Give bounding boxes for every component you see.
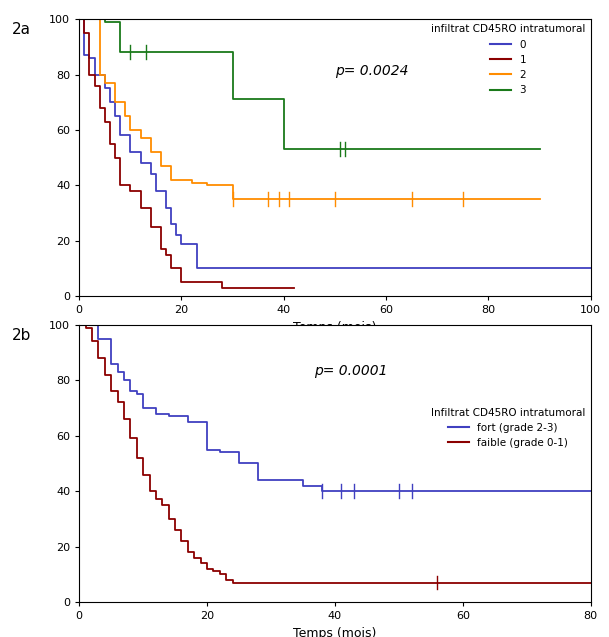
X-axis label: Temps (mois): Temps (mois) [294, 627, 376, 637]
Legend: 0, 1, 2, 3: 0, 1, 2, 3 [431, 24, 585, 95]
Legend: fort (grade 2-3), faible (grade 0-1): fort (grade 2-3), faible (grade 0-1) [431, 408, 585, 448]
Text: p= 0.0024: p= 0.0024 [335, 64, 409, 78]
Text: p= 0.0001: p= 0.0001 [314, 364, 388, 378]
X-axis label: Temps (mois): Temps (mois) [294, 321, 376, 334]
Text: 2a: 2a [12, 22, 31, 38]
Text: 2b: 2b [12, 328, 32, 343]
